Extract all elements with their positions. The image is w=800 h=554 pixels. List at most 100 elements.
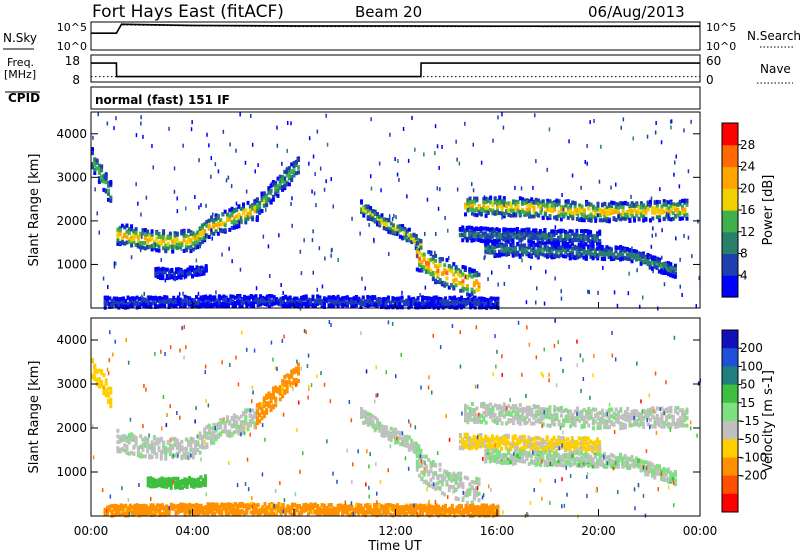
data-point (127, 239, 131, 244)
data-point (484, 231, 488, 236)
data-point (653, 210, 657, 215)
data-point (420, 454, 424, 459)
data-point (596, 233, 599, 238)
data-point (418, 473, 422, 478)
data-point (125, 445, 129, 450)
data-point (141, 231, 145, 236)
data-point (436, 269, 440, 274)
data-point (100, 175, 104, 180)
data-point (199, 295, 203, 300)
data-point (501, 112, 503, 117)
data-point (262, 410, 266, 415)
nave-tick-top: 60 (706, 54, 721, 68)
data-point (212, 431, 216, 436)
data-point (502, 243, 506, 248)
data-point (532, 214, 536, 219)
data-point (107, 398, 110, 403)
data-point (671, 202, 675, 207)
data-point (360, 207, 363, 212)
nsky-label: N.Sky (3, 31, 37, 45)
data-point (148, 445, 152, 450)
data-point (403, 435, 407, 440)
data-point (648, 255, 652, 260)
data-point (509, 208, 513, 213)
data-point (384, 297, 388, 302)
data-point (311, 303, 315, 307)
data-point (676, 210, 680, 215)
data-point (196, 240, 200, 245)
data-point (429, 483, 433, 488)
data-point (147, 299, 151, 304)
data-point (543, 247, 547, 252)
data-point (320, 299, 324, 304)
data-point (559, 246, 563, 251)
data-point (228, 246, 230, 251)
data-point (323, 187, 326, 192)
data-point (269, 404, 273, 409)
data-point (370, 174, 372, 179)
data-point (401, 442, 405, 447)
data-point (155, 231, 159, 236)
data-point (258, 405, 262, 410)
data-point (239, 414, 243, 419)
data-point (396, 439, 400, 444)
data-point (580, 212, 584, 217)
data-point (198, 237, 202, 241)
data-point (499, 241, 502, 246)
data-point (217, 303, 221, 308)
data-point (667, 213, 670, 218)
data-point (97, 384, 101, 389)
data-point (216, 426, 220, 431)
data-point (168, 126, 170, 131)
data-point (154, 272, 158, 277)
data-point (116, 446, 120, 451)
data-point (651, 205, 655, 210)
data-point (194, 478, 198, 483)
data-point (389, 132, 391, 137)
data-point (194, 451, 197, 456)
data-point (290, 175, 294, 179)
data-point (405, 441, 409, 446)
data-point (420, 462, 424, 466)
data-point (256, 297, 260, 302)
data-point (394, 431, 398, 436)
data-point (104, 381, 108, 386)
data-point (244, 421, 248, 426)
data-point (455, 300, 459, 305)
data-point (354, 295, 358, 300)
data-point (398, 234, 402, 239)
data-point (239, 206, 243, 211)
data-point (287, 171, 291, 176)
data-point (174, 481, 178, 486)
data-point (667, 269, 670, 274)
data-point (496, 198, 499, 203)
data-point (272, 301, 276, 306)
data-point (498, 404, 502, 408)
data-point (265, 296, 267, 301)
data-point (575, 228, 579, 233)
freq-label-1: Freq. (7, 56, 34, 69)
data-point (402, 127, 405, 131)
data-point (554, 231, 558, 235)
data-point (125, 229, 129, 234)
data-point (448, 295, 452, 300)
data-point (118, 225, 122, 230)
data-point (169, 303, 173, 308)
data-point (662, 261, 666, 266)
data-point (190, 127, 193, 132)
data-point (262, 413, 266, 418)
data-point (227, 175, 230, 180)
data-point (161, 267, 165, 272)
data-point (619, 204, 623, 209)
data-point (246, 427, 250, 432)
data-point (615, 182, 617, 187)
data-point (434, 151, 436, 156)
data-point (387, 430, 391, 435)
data-point (678, 202, 682, 207)
data-point (385, 432, 389, 437)
data-point (486, 208, 490, 213)
data-point (265, 393, 269, 398)
data-point (422, 266, 426, 271)
data-point (452, 262, 456, 267)
data-point (459, 269, 463, 274)
